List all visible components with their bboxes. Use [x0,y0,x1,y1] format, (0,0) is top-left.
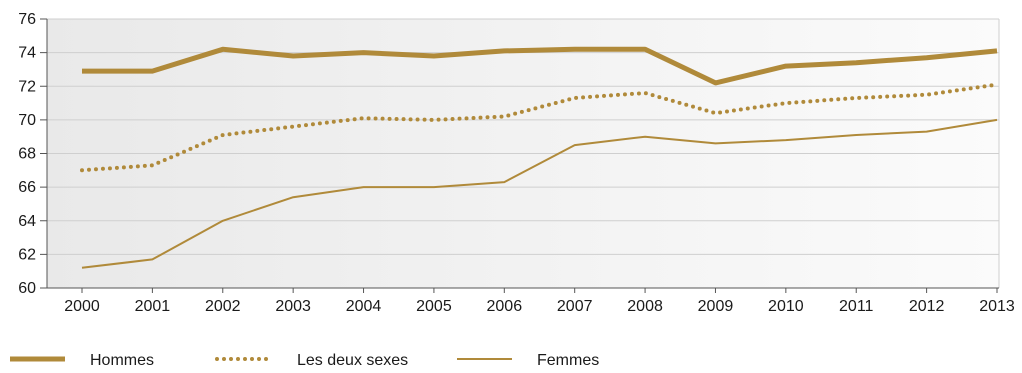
data-point [924,55,929,60]
x-tick-label: 2011 [839,298,874,315]
data-point [643,47,648,52]
legend-label-les-deux-sexes: Les deux sexes [297,352,408,368]
legend-label-femmes: Femmes [537,352,599,368]
data-point [361,50,366,55]
data-point [924,129,929,134]
y-tick-label: 62 [18,246,36,263]
series-line-les-deux-sexes [80,82,999,173]
x-tick-label: 2008 [627,298,663,315]
x-tick-label: 2003 [275,298,311,315]
data-point [713,80,718,85]
y-tick-label: 66 [18,179,36,196]
x-tick-label: 2001 [135,298,171,315]
x-tick-label: 2013 [979,298,1015,315]
data-point [431,117,436,122]
data-point [572,143,577,148]
x-tick-label: 2007 [557,298,593,315]
data-point [995,117,1000,122]
data-point [291,124,296,129]
data-point [80,168,85,173]
gridlines [47,18,1000,288]
series-lines [80,46,1000,270]
data-point [783,101,788,106]
data-point [291,53,296,58]
data-point [854,60,859,65]
data-point [572,96,577,101]
data-point [150,69,155,74]
data-point [361,185,366,190]
data-point [80,69,85,74]
data-point [150,257,155,262]
data-point [80,265,85,270]
x-tick-label: 2006 [487,298,523,315]
x-tick-label: 2009 [698,298,734,315]
data-point [150,163,155,168]
x-tick-label: 2000 [64,298,100,315]
y-tick-label: 70 [18,112,36,129]
data-point [995,48,1000,53]
data-point [854,96,859,101]
data-point [995,82,1000,87]
x-tick-label: 2002 [205,298,241,315]
data-point [431,185,436,190]
data-point [220,218,225,223]
data-point [431,53,436,58]
data-point [502,114,507,119]
x-tick-label: 2005 [416,298,452,315]
data-point [783,64,788,69]
x-tick-label: 2004 [346,298,382,315]
data-point [291,195,296,200]
data-point [854,133,859,138]
data-point [502,180,507,185]
data-point [783,138,788,143]
series-line-femmes [81,118,998,269]
data-point [220,47,225,52]
data-point [713,111,718,116]
series-line-hommes [82,46,998,86]
data-point [713,141,718,146]
y-tick-label: 68 [18,146,36,163]
data-point [643,134,648,139]
y-tick-label: 60 [18,280,36,297]
x-tick-label: 2010 [768,298,804,315]
data-point [361,116,366,121]
data-point [572,47,577,52]
axes: 60 62 64 66 68 70 72 74 76 2000 2001 2002 2003 2004 20… [18,11,1015,315]
x-tick-label: 2012 [909,298,945,315]
y-tick-label: 76 [18,11,36,28]
legend-label-hommes: Hommes [90,352,154,368]
y-tick-label: 72 [18,78,36,95]
y-tick-label: 64 [18,213,36,230]
data-point [220,133,225,138]
legend: Hommes Les deux sexes Femmes [10,352,599,369]
y-tick-label: 74 [18,45,36,62]
data-point [643,90,648,95]
data-point [924,92,929,97]
data-point [502,48,507,53]
